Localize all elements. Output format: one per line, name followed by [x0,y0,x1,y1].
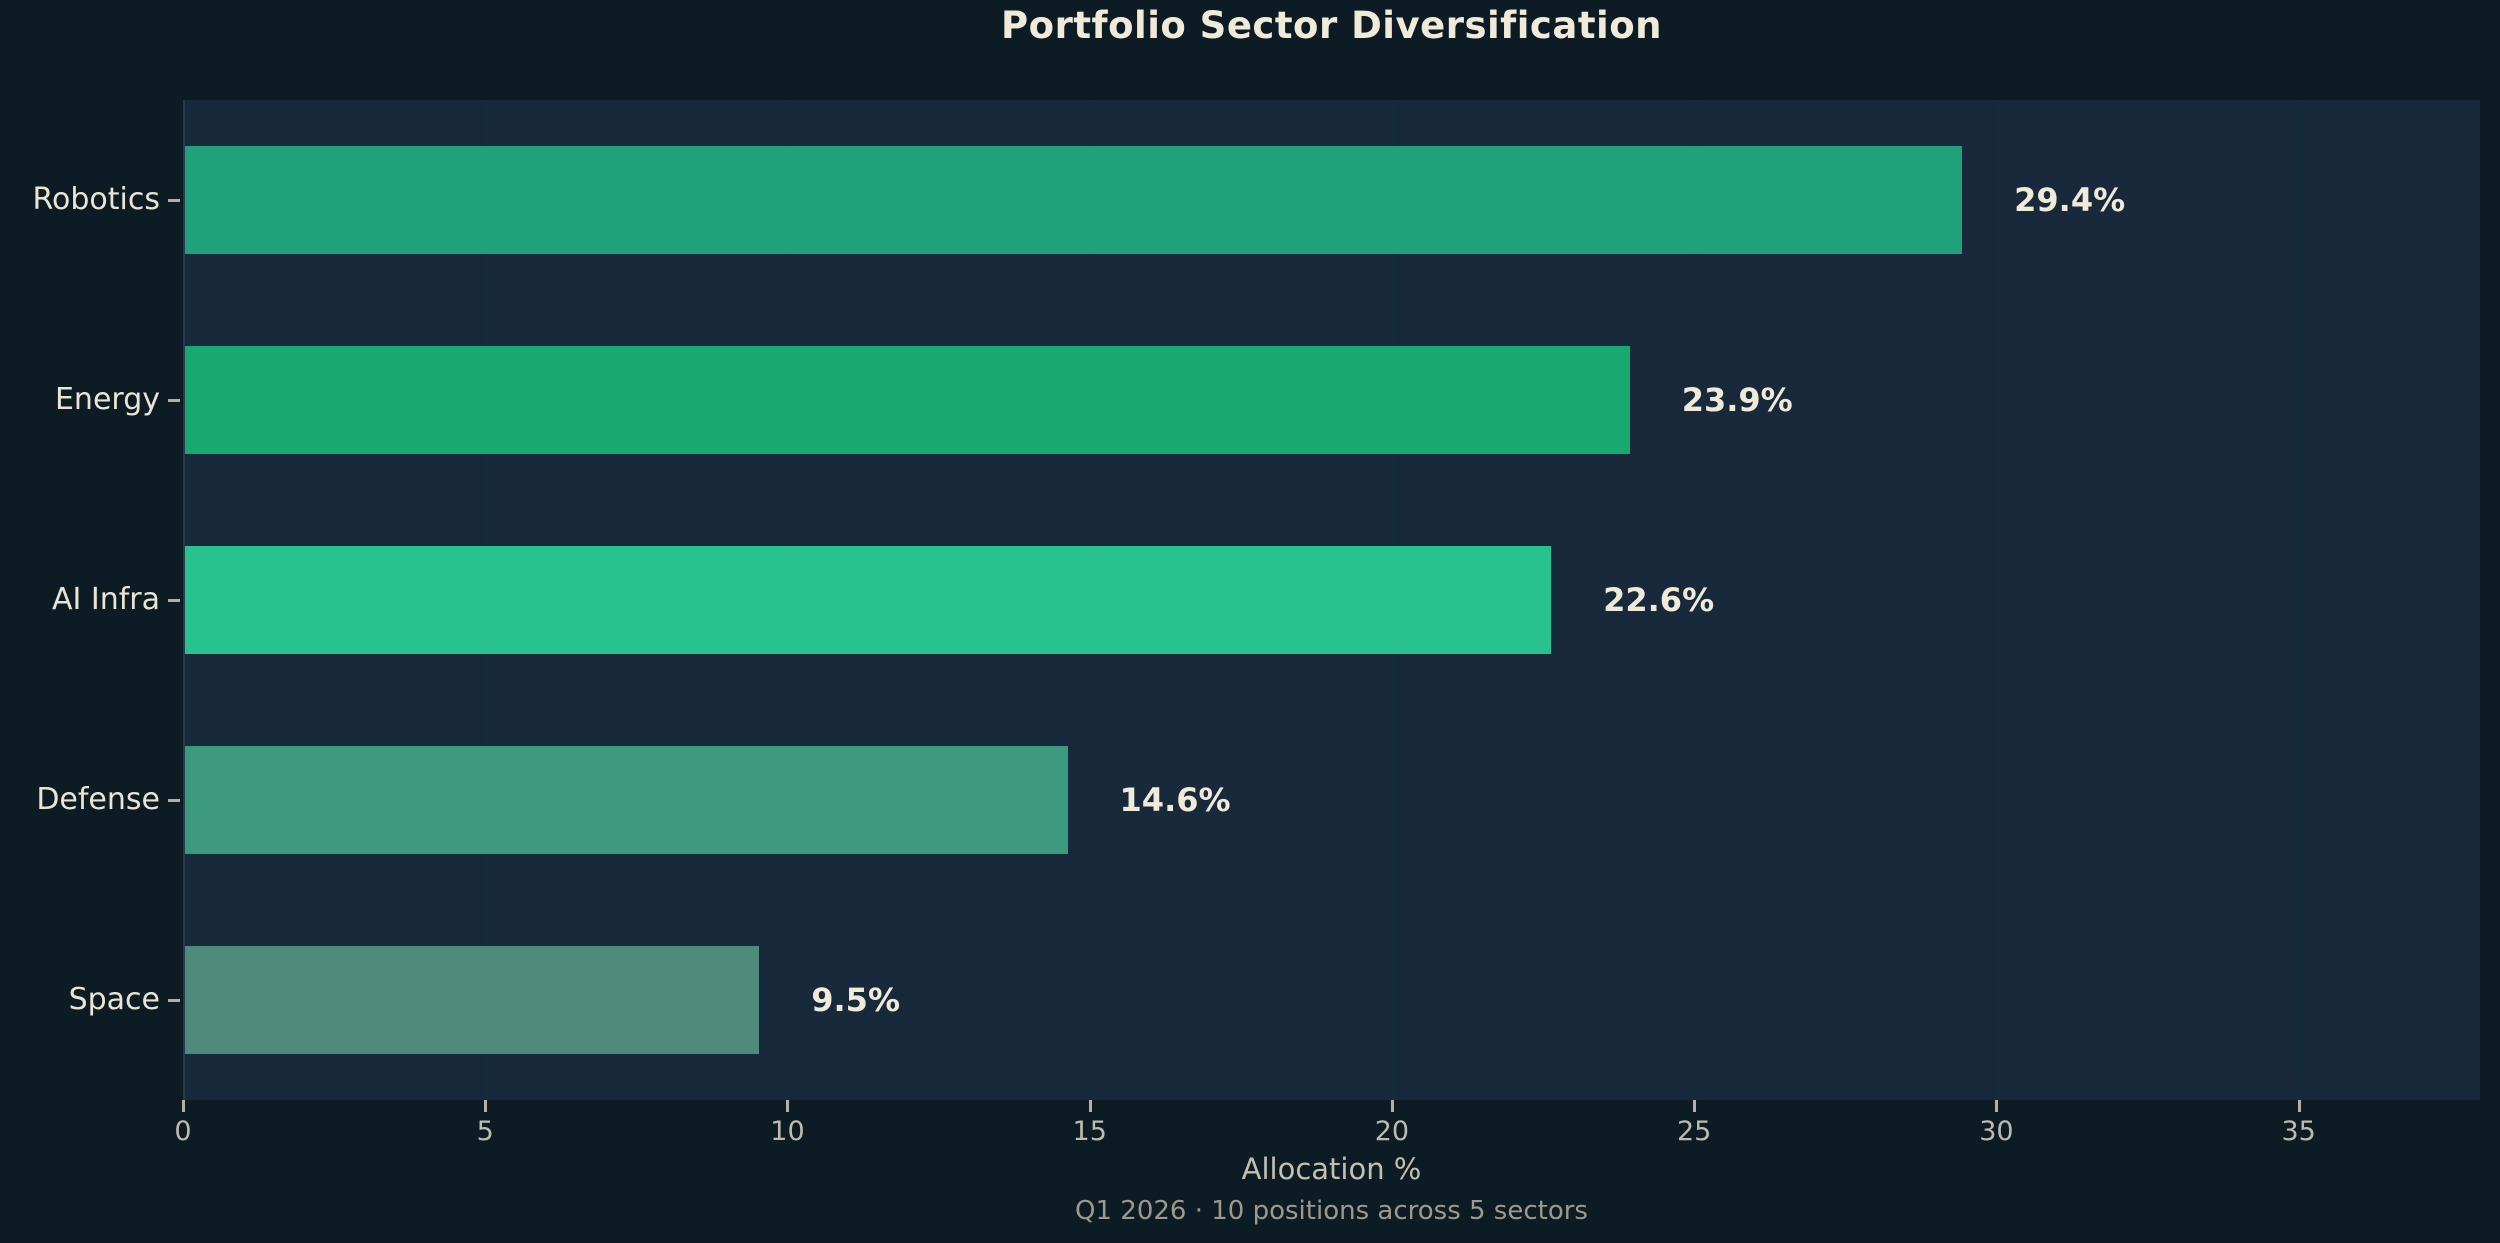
y-tick-mark [168,199,180,202]
value-label: 29.4% [2014,181,2126,219]
chart-subtitle: Q1 2026 · 10 positions across 5 sectors [1075,1196,1588,1226]
bar-ai-infra [185,546,1552,654]
x-tick-mark [1088,1100,1092,1112]
chart-title: Portfolio Sector Diversification [1001,4,1662,47]
x-tick-mark [2297,1100,2301,1112]
bar-robotics [185,146,1963,254]
x-tick-mark [1995,1100,1999,1112]
x-tick-label: 10 [770,1116,805,1147]
x-tick-label: 20 [1374,1116,1410,1147]
y-tick-label: Space [68,982,160,1017]
x-tick-label: 5 [476,1116,494,1147]
x-axis-title: Allocation % [1241,1152,1422,1186]
value-label: 9.5% [811,981,900,1019]
plot-area: 29.4% 23.9% 22.6% 14.6% 9.5% [183,100,2480,1100]
x-tick-mark [182,1100,185,1112]
value-label: 22.6% [1603,581,1715,619]
y-tick-label: AI Infra [51,582,160,617]
y-tick-mark [168,799,180,802]
x-tick-mark [484,1100,488,1112]
y-tick-label: Robotics [32,182,160,217]
bar-defense [185,746,1068,854]
x-tick-mark [1390,1100,1394,1112]
y-tick-label: Energy [54,382,160,417]
bar-space [185,946,760,1054]
x-tick-label: 15 [1072,1116,1107,1147]
x-tick-label: 0 [174,1116,192,1147]
bar-energy [185,346,1630,454]
gridline [1695,100,1698,1100]
x-tick-label: 25 [1676,1116,1712,1147]
gridline [2299,100,2302,1100]
gridline [1997,100,2000,1100]
y-tick-mark [168,599,180,602]
y-tick-mark [168,399,180,402]
value-label: 23.9% [1681,381,1793,419]
x-tick-label: 30 [1979,1116,2014,1147]
x-tick-mark [1693,1100,1697,1112]
y-tick-mark [168,999,180,1002]
x-tick-label: 35 [2281,1116,2316,1147]
y-tick-label: Defense [36,782,160,817]
value-label: 14.6% [1119,781,1231,819]
x-tick-mark [786,1100,790,1112]
